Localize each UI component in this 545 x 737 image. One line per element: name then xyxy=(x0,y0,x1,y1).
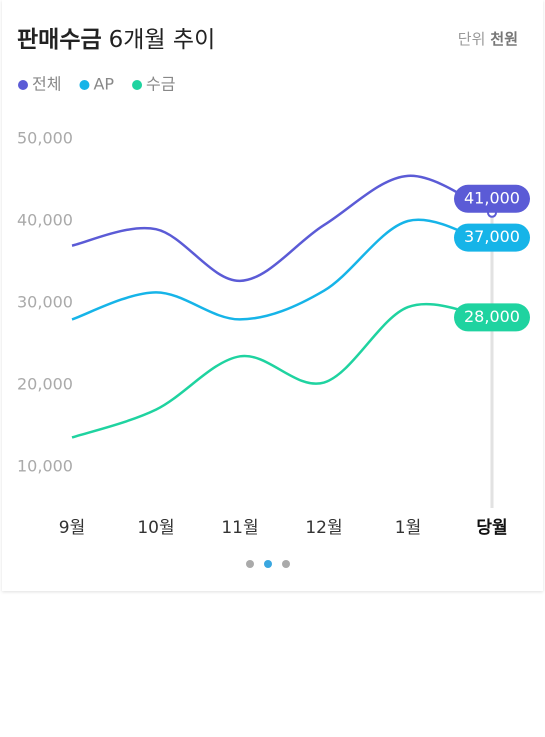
y-tick-label: 10,000 xyxy=(17,457,73,476)
value-label-bg xyxy=(454,303,530,332)
legend-label: AP xyxy=(93,75,114,94)
legend-dot xyxy=(79,80,90,90)
legend-label: 전체 xyxy=(32,75,61,94)
legend-label: 수금 xyxy=(146,75,175,94)
x-tick-label: 10월 xyxy=(137,518,174,538)
card xyxy=(2,0,543,591)
value-label-bg xyxy=(454,184,530,213)
series-line xyxy=(71,302,493,439)
unit-value: 천원 xyxy=(490,30,518,48)
y-tick-label: 30,000 xyxy=(17,293,73,312)
value-label: 37,000 xyxy=(464,227,520,246)
unit-label: 단위 xyxy=(458,30,486,48)
legend-dot xyxy=(18,80,28,90)
title-rest: 6개월 추이 xyxy=(109,27,216,53)
y-tick-label: 20,000 xyxy=(17,375,73,394)
x-tick-label: 12월 xyxy=(305,518,342,538)
series-line xyxy=(71,218,493,321)
value-label-bg xyxy=(454,223,530,252)
unit: 단위 천원 xyxy=(458,30,518,48)
page-dot-active[interactable] xyxy=(264,560,272,568)
series-line xyxy=(71,174,493,283)
title-bold: 판매수금 xyxy=(17,27,102,53)
x-tick-label: 당월 xyxy=(476,518,507,538)
page-dot[interactable] xyxy=(282,560,290,568)
y-tick-label: 50,000 xyxy=(17,129,73,148)
x-tick-label: 1월 xyxy=(395,518,421,538)
page-dot[interactable] xyxy=(246,560,254,568)
y-tick-label: 40,000 xyxy=(17,211,73,230)
value-label: 41,000 xyxy=(464,188,520,207)
value-label: 28,000 xyxy=(464,307,520,326)
legend-dot xyxy=(132,80,143,90)
legend: 전체 AP 수금 xyxy=(18,75,176,94)
x-tick-label: 11월 xyxy=(221,518,258,538)
x-tick-label: 9월 xyxy=(59,518,85,538)
chart-title: 판매수금 6개월 추이 xyxy=(17,27,215,53)
